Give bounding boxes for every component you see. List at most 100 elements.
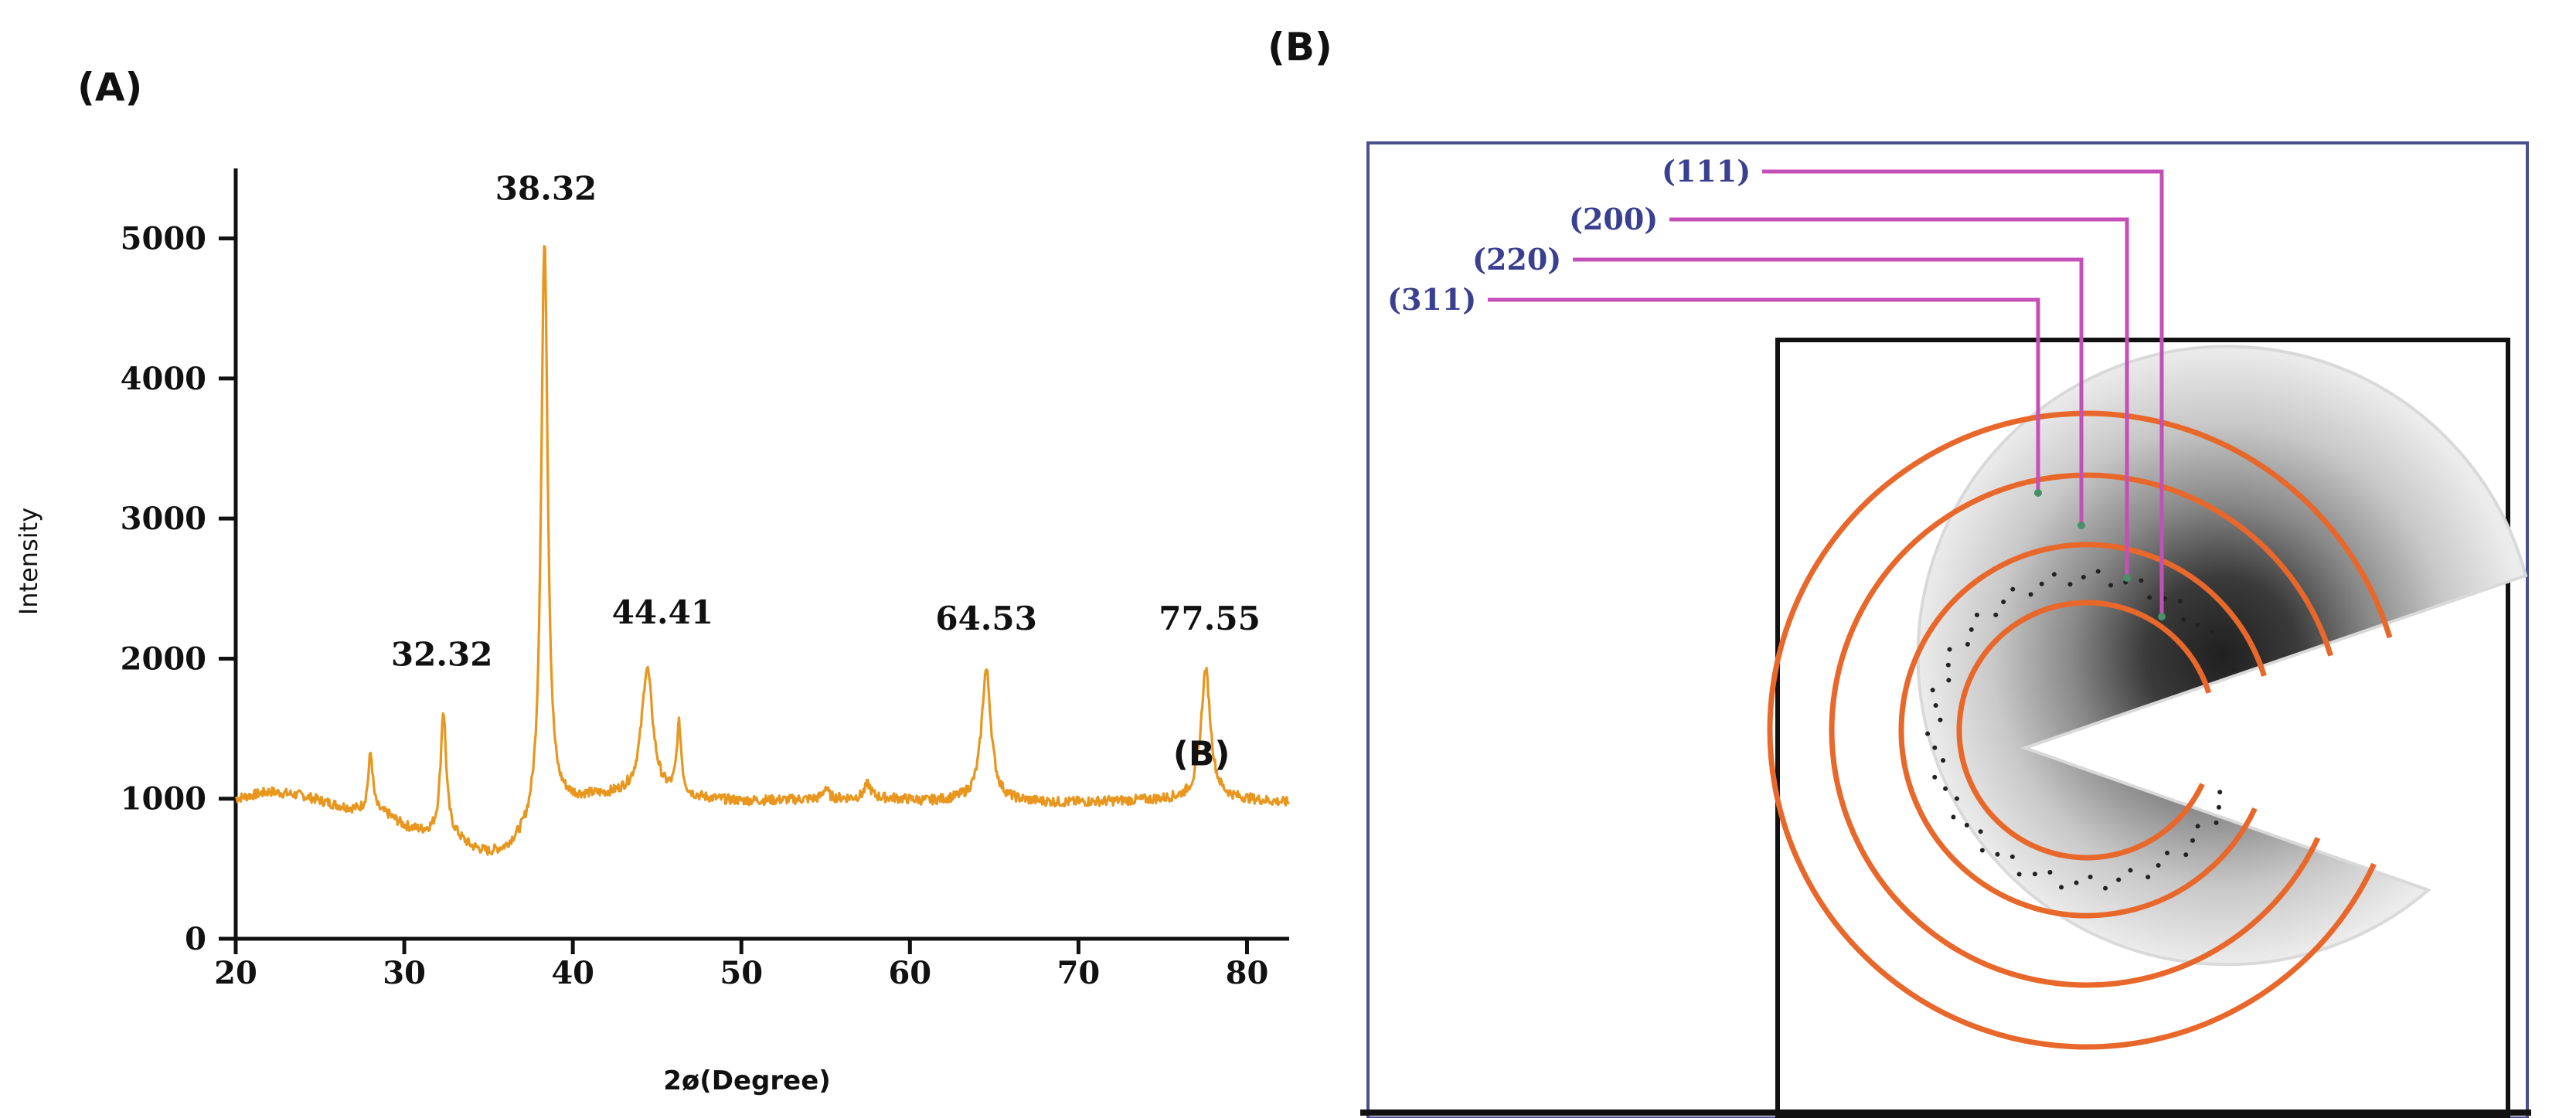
- peak-label: 38.32: [495, 170, 597, 208]
- speckle: [2074, 880, 2079, 885]
- speckle: [2147, 595, 2152, 600]
- y-tick-label: 5000: [121, 221, 206, 257]
- speckle: [2051, 572, 2057, 577]
- speckle: [2047, 869, 2053, 875]
- speckle: [1978, 829, 1983, 834]
- y-axis-title: Intensity: [14, 508, 43, 615]
- speckle: [2214, 820, 2219, 825]
- diffraction-ring: [1767, 410, 2393, 1050]
- speckle: [2001, 599, 2006, 604]
- hkl-label: (220): [1472, 242, 1561, 277]
- diffraction-pattern: [1916, 345, 2528, 967]
- peak-label: 44.41: [612, 593, 714, 631]
- speckle: [1954, 796, 1959, 801]
- speckle: [2088, 874, 2093, 879]
- x-tick-label: 80: [1226, 955, 1269, 991]
- speckle: [1930, 688, 1935, 693]
- peak-label: 32.32: [391, 635, 493, 673]
- hkl-leader-line: [1669, 217, 2129, 578]
- speckle: [2108, 583, 2114, 588]
- diffraction-ring: [1898, 542, 2267, 919]
- speckle: [1932, 774, 1938, 780]
- x-tick-label: 50: [720, 955, 763, 991]
- speckle: [2128, 868, 2133, 873]
- diffraction-rings: [1767, 410, 2393, 1050]
- speckle: [1974, 612, 1979, 617]
- x-tick-label: 30: [383, 955, 426, 991]
- speckle: [2039, 581, 2044, 586]
- peak-label: 77.55: [1159, 600, 1261, 637]
- hkl-label: (200): [1569, 202, 1658, 236]
- xrd-chart: 0 1000 2000 3000 4000 5000 20 30 40 50 60 70 80 2ø(De…: [14, 168, 1290, 1096]
- speckle: [1965, 641, 1970, 647]
- speckle: [2177, 599, 2183, 604]
- speckle: [1969, 627, 1974, 632]
- diffraction-ring: [1956, 600, 2212, 861]
- speckle: [2216, 804, 2221, 810]
- speckle: [2009, 854, 2015, 859]
- leader-endpoint: [2158, 613, 2166, 620]
- leader-endpoint: [2077, 522, 2085, 529]
- speckle: [2059, 885, 2064, 890]
- y-tick-label: 1000: [121, 781, 206, 817]
- diffraction-ring: [1829, 472, 2333, 988]
- peak-label: 64.53: [935, 600, 1037, 637]
- hkl-leader-line: [1488, 297, 2040, 493]
- speckle: [1945, 662, 1951, 668]
- speckle: [1925, 731, 1931, 736]
- y-tick-label: 2000: [121, 641, 206, 677]
- xrd-series-line: [234, 245, 1290, 856]
- speckle: [2207, 647, 2213, 653]
- speckle: [2032, 872, 2037, 877]
- leader-endpoint: [2123, 574, 2131, 582]
- hkl-leaders: (111)(200)(220) (311): [1387, 154, 2166, 620]
- speckle: [2067, 582, 2073, 587]
- inset-annotation: (B): [1173, 734, 1230, 773]
- panel-b-label: (B): [1268, 25, 1332, 70]
- x-tick-label: 40: [551, 955, 594, 991]
- saed-diagram: (111)(200)(220) (311): [1360, 141, 2531, 1118]
- hkl-label: (311): [1387, 282, 1476, 317]
- x-tick-label: 60: [888, 955, 931, 991]
- speckle: [2139, 578, 2144, 583]
- x-tick-label: 70: [1057, 955, 1101, 991]
- outer-frame: [1366, 141, 2529, 1118]
- speckle: [2016, 872, 2022, 877]
- speckle: [2209, 629, 2214, 634]
- inner-frame: [1775, 338, 2510, 1118]
- speckle: [1943, 786, 1948, 791]
- speckle: [2156, 862, 2161, 868]
- hkl-leader-line: [1573, 257, 2084, 525]
- speckle: [2217, 790, 2223, 795]
- speckle: [1941, 758, 1946, 763]
- y-tick-label: 0: [185, 921, 206, 957]
- speckle: [2010, 586, 2016, 592]
- speckle: [2195, 622, 2200, 627]
- speckle: [2181, 617, 2186, 623]
- speckle: [1964, 822, 1969, 827]
- leader-endpoint: [2034, 489, 2042, 497]
- speckle: [1932, 745, 1938, 750]
- speckle: [2116, 877, 2122, 882]
- speckle: [2220, 657, 2225, 662]
- x-tick-label: 20: [214, 955, 257, 991]
- speckle: [2165, 850, 2170, 855]
- speckle: [2146, 875, 2151, 880]
- speckle: [2231, 667, 2237, 672]
- speckle: [2028, 592, 2033, 597]
- speckle: [1993, 612, 1999, 617]
- speckle: [2190, 838, 2196, 843]
- speckle: [2183, 852, 2189, 858]
- x-axis-title: 2ø(Degree): [663, 1065, 831, 1096]
- speckle: [1947, 647, 1952, 652]
- speckle: [1951, 814, 1956, 820]
- hkl-label: (111): [1662, 154, 1751, 189]
- y-tick-label: 3000: [121, 501, 206, 537]
- speckle: [2103, 885, 2108, 891]
- speckle: [1938, 717, 1943, 722]
- speckle: [2195, 824, 2200, 829]
- speckle: [1946, 678, 1952, 683]
- y-tick-label: 4000: [121, 361, 206, 397]
- speckle: [1933, 703, 1938, 709]
- speckle: [2095, 569, 2101, 574]
